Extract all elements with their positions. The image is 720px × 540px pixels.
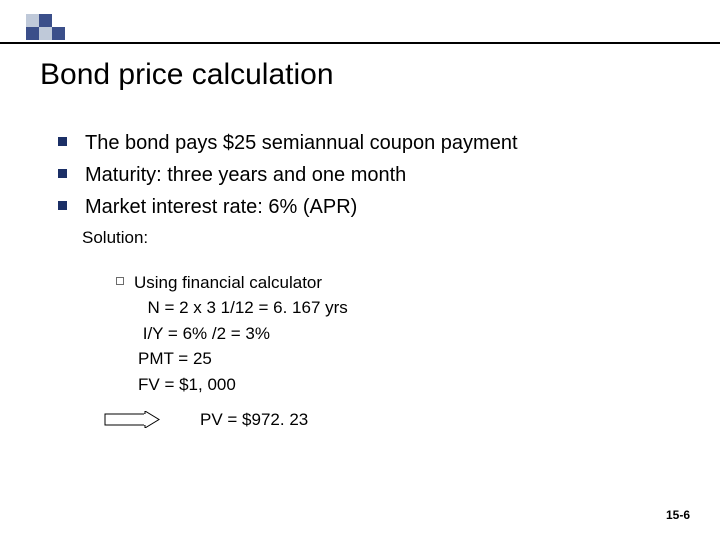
calculation-lines: N = 2 x 3 1/12 = 6. 167 yrs I/Y = 6% /2 … bbox=[138, 295, 348, 397]
bullet-item: Maturity: three years and one month bbox=[58, 162, 518, 188]
top-rule bbox=[0, 42, 720, 44]
square-bullet-icon bbox=[58, 201, 67, 210]
bullet-item: The bond pays $25 semiannual coupon paym… bbox=[58, 130, 518, 156]
sub-bullet-item: Using financial calculator bbox=[116, 272, 322, 295]
hollow-square-icon bbox=[116, 277, 124, 285]
bullet-text: Market interest rate: 6% (APR) bbox=[85, 194, 357, 220]
arrow-icon bbox=[104, 411, 160, 428]
page-number: 15-6 bbox=[666, 508, 690, 522]
sub-bullet-text: Using financial calculator bbox=[134, 272, 322, 295]
slide-title: Bond price calculation bbox=[40, 58, 334, 92]
square-bullet-icon bbox=[58, 169, 67, 178]
bullet-text: Maturity: three years and one month bbox=[85, 162, 406, 188]
calc-line-n: N = 2 x 3 1/12 = 6. 167 yrs bbox=[138, 295, 348, 321]
calc-line-pmt: PMT = 25 bbox=[138, 346, 348, 372]
calc-line-fv: FV = $1, 000 bbox=[138, 372, 348, 398]
main-bullets: The bond pays $25 semiannual coupon paym… bbox=[58, 130, 518, 226]
pv-result: PV = $972. 23 bbox=[200, 410, 308, 430]
square-bullet-icon bbox=[58, 137, 67, 146]
bullet-item: Market interest rate: 6% (APR) bbox=[58, 194, 518, 220]
bullet-text: The bond pays $25 semiannual coupon paym… bbox=[85, 130, 518, 156]
calc-line-iy: I/Y = 6% /2 = 3% bbox=[138, 321, 348, 347]
solution-label: Solution: bbox=[82, 228, 148, 248]
